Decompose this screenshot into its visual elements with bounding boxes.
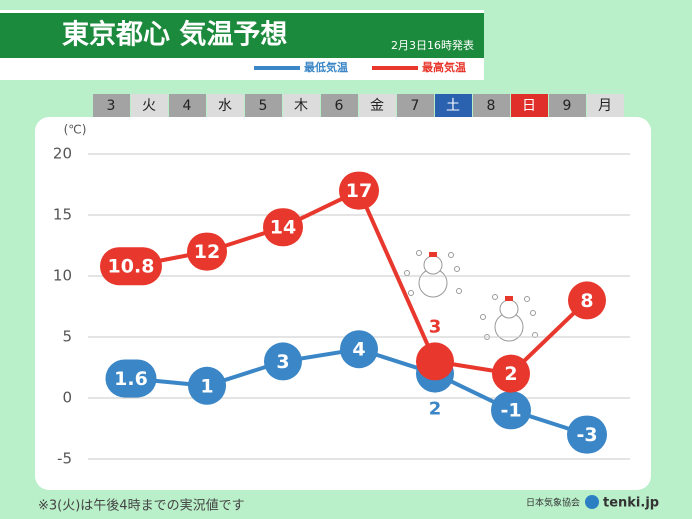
date-tab bbox=[245, 94, 282, 117]
value-label: 1.6 bbox=[114, 368, 148, 390]
value-label: 14 bbox=[270, 217, 296, 239]
weekday-tab bbox=[207, 94, 244, 117]
subtitle: 2月3日16時発表 bbox=[391, 38, 474, 52]
point bbox=[264, 342, 302, 381]
weekday-tab bbox=[511, 94, 548, 117]
source: 日本気象協会 bbox=[526, 497, 580, 509]
date-tab bbox=[169, 94, 206, 117]
value-label: 1 bbox=[200, 375, 213, 397]
date-label: 6 bbox=[335, 98, 344, 114]
weekday-label: 水 bbox=[218, 98, 232, 114]
value-label: 2 bbox=[429, 399, 442, 420]
date-tab bbox=[397, 94, 434, 117]
value-label: 17 bbox=[346, 180, 372, 202]
point bbox=[567, 415, 607, 454]
chart-title: 東京都心 気温予想 bbox=[62, 19, 287, 51]
value-label: 12 bbox=[194, 241, 220, 263]
y-tick-label: 0 bbox=[62, 389, 72, 407]
y-axis-label: (℃) bbox=[64, 123, 87, 137]
y-tick-label: 5 bbox=[62, 328, 72, 346]
value-label: -3 bbox=[576, 424, 597, 446]
point bbox=[568, 281, 606, 320]
value-label: 10.8 bbox=[108, 256, 155, 278]
date-label: 5 bbox=[259, 98, 268, 114]
weekday-label: 金 bbox=[370, 98, 384, 114]
point bbox=[263, 208, 303, 247]
legend-swatch bbox=[372, 66, 418, 70]
weekday-tab bbox=[587, 94, 624, 117]
date-tab bbox=[93, 94, 130, 117]
note: ※3(火)は午後4時までの実況値です bbox=[38, 498, 245, 514]
value-label: 3 bbox=[276, 351, 289, 373]
weekday-tab bbox=[435, 94, 472, 117]
legend-label: 最高気温 bbox=[422, 60, 466, 74]
point bbox=[491, 391, 531, 430]
date-tab bbox=[473, 94, 510, 117]
date-label: 9 bbox=[563, 98, 572, 114]
weekday-label: 土 bbox=[446, 98, 460, 114]
snowman bbox=[480, 294, 538, 342]
value-label: 3 bbox=[429, 316, 442, 337]
value-label: 8 bbox=[580, 290, 593, 312]
value-label: 4 bbox=[352, 339, 365, 361]
point bbox=[492, 354, 530, 393]
point bbox=[339, 171, 379, 210]
point bbox=[416, 342, 454, 381]
date-tab bbox=[321, 94, 358, 117]
point bbox=[105, 359, 157, 398]
logo-icon bbox=[585, 495, 599, 509]
value-label: -1 bbox=[500, 400, 521, 422]
date-label: 3 bbox=[107, 98, 116, 114]
logo: tenki.jp bbox=[603, 496, 659, 511]
point bbox=[187, 232, 227, 271]
point bbox=[340, 330, 378, 369]
value-label: 2 bbox=[504, 363, 517, 385]
weekday-tab bbox=[359, 94, 396, 117]
weekday-label: 木 bbox=[294, 98, 308, 114]
weekday-label: 月 bbox=[598, 98, 612, 114]
weekday-tab bbox=[131, 94, 168, 117]
y-tick-label: 15 bbox=[53, 206, 72, 224]
date-tab bbox=[549, 94, 586, 117]
y-tick-label: 20 bbox=[53, 145, 72, 163]
legend-label: 最低気温 bbox=[304, 60, 348, 74]
date-label: 7 bbox=[411, 98, 420, 114]
date-label: 4 bbox=[183, 98, 192, 114]
plot-area bbox=[35, 117, 651, 490]
date-label: 8 bbox=[487, 98, 496, 114]
y-tick-label: -5 bbox=[57, 450, 72, 468]
title-band bbox=[0, 13, 484, 58]
point bbox=[100, 247, 162, 286]
weekday-tab bbox=[283, 94, 320, 117]
weekday-label: 火 bbox=[142, 98, 156, 114]
weekday-label: 日 bbox=[522, 98, 536, 114]
legend-swatch bbox=[254, 66, 300, 70]
point bbox=[188, 366, 226, 405]
y-tick-label: 10 bbox=[53, 267, 72, 285]
